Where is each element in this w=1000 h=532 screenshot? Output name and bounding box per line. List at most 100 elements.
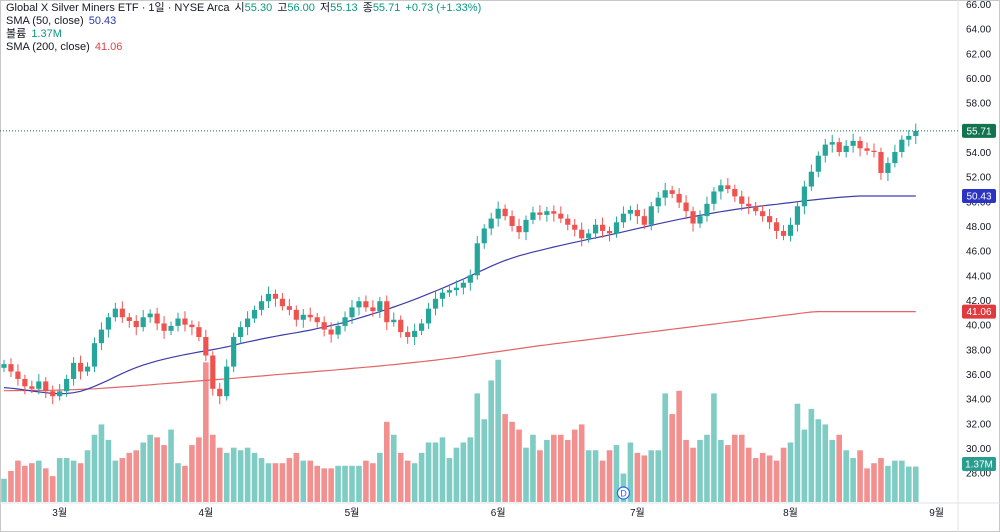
volume-bar — [641, 455, 648, 502]
candle-body — [412, 330, 418, 337]
volume-bar — [599, 460, 606, 502]
volume-bar — [22, 465, 28, 502]
volume-bar — [91, 434, 98, 502]
sma200-badge-bg — [962, 304, 996, 319]
volume-bar — [15, 460, 21, 502]
volume-bar — [564, 439, 571, 502]
legend-close-label: 종 — [362, 2, 373, 14]
candle-body — [22, 378, 28, 387]
volume-bar — [105, 439, 112, 502]
volume-bar — [544, 439, 550, 502]
volume-bar — [711, 393, 717, 502]
volume-bar — [530, 434, 536, 502]
volume-bar — [335, 465, 341, 502]
volume-bar — [787, 442, 794, 502]
volume-bar — [29, 463, 35, 502]
x-tick-label: 7월 — [630, 507, 645, 519]
volume-bar — [627, 442, 634, 502]
candle-body — [662, 190, 668, 198]
volume-bar — [112, 460, 119, 502]
y-tick-label: 32.00 — [966, 419, 991, 430]
volume-bar — [843, 450, 849, 502]
volume-bar — [293, 452, 300, 502]
candle-body — [704, 203, 710, 217]
candle-body — [871, 150, 877, 152]
y-tick-label: 34.00 — [966, 395, 991, 406]
candle-body — [419, 323, 425, 331]
candle-body — [586, 233, 592, 239]
candle-body — [321, 322, 327, 330]
candle-body — [523, 219, 529, 233]
candle-body — [286, 306, 292, 310]
volume-bar — [836, 434, 842, 502]
candle-body — [314, 317, 320, 323]
candle-body — [481, 228, 487, 244]
y-tick-label: 54.00 — [966, 148, 991, 159]
candle-body — [753, 206, 759, 212]
candle-body — [161, 323, 167, 331]
candle-body — [627, 209, 633, 214]
volume-bar — [488, 380, 494, 502]
candle-body — [537, 212, 543, 215]
legend-title: Global X Silver Miners ETF · 1일 · NYSE A… — [6, 2, 230, 14]
candle-body — [71, 362, 77, 379]
volume-bar — [606, 450, 613, 502]
volume-bar — [850, 458, 856, 502]
candle-body — [718, 185, 724, 192]
candle-body — [432, 298, 439, 309]
volume-bar — [683, 439, 689, 502]
candle-body — [356, 301, 362, 308]
volume-bar — [878, 458, 884, 502]
candle-body — [251, 309, 258, 319]
legend-change: +0.73 (+1.33%) — [405, 2, 482, 14]
candle-body — [892, 152, 898, 164]
candle-body — [98, 329, 105, 344]
y-tick-label: 38.00 — [966, 345, 991, 356]
volume-bar — [704, 434, 710, 502]
candle-body — [342, 317, 348, 326]
candle-body — [850, 140, 856, 146]
candle-body — [801, 186, 807, 207]
candle-body — [272, 293, 279, 299]
volume-bar — [70, 460, 77, 502]
volume-bar — [676, 390, 682, 502]
volume-bar — [147, 434, 153, 502]
legend-sma200-row[interactable]: SMA (200, close) 41.06 — [6, 41, 481, 54]
legend-sma200-value: 41.06 — [94, 41, 123, 53]
volume-bar — [418, 452, 425, 502]
legend-volume-row[interactable]: 볼륨 1.37M — [6, 28, 481, 41]
legend-sma50-row[interactable]: SMA (50, close) 50.43 — [6, 15, 481, 28]
x-tick-label: 8월 — [783, 507, 798, 519]
volume-bar — [404, 460, 411, 502]
candle-body — [36, 381, 42, 389]
candle-body — [530, 212, 536, 220]
y-tick-label: 60.00 — [966, 74, 991, 85]
volume-bar — [439, 437, 446, 502]
volume-bar — [885, 465, 891, 502]
candle-body — [293, 309, 299, 320]
sma200-line — [4, 311, 916, 392]
candle-body — [794, 206, 801, 225]
candle-body — [349, 307, 355, 318]
volume-bar — [140, 442, 146, 502]
volume-bar — [460, 442, 467, 502]
candle-body — [43, 381, 49, 392]
candle-body — [1, 364, 7, 368]
y-tick-label: 28.00 — [966, 469, 991, 480]
volume-bar — [42, 468, 49, 502]
volume-bar — [286, 458, 293, 502]
volume-bar — [356, 465, 362, 502]
candle-body — [140, 317, 146, 328]
volume-bar — [307, 460, 314, 502]
candle-body — [84, 366, 91, 372]
volume-bar — [370, 463, 376, 502]
volume-bar — [349, 465, 355, 502]
volume-bar — [857, 450, 863, 502]
candle-body — [77, 362, 84, 372]
candle-body — [620, 213, 627, 223]
candle-body — [50, 391, 56, 397]
candle-body — [613, 222, 620, 234]
candle-body — [29, 386, 35, 389]
volume-bar — [766, 455, 773, 502]
